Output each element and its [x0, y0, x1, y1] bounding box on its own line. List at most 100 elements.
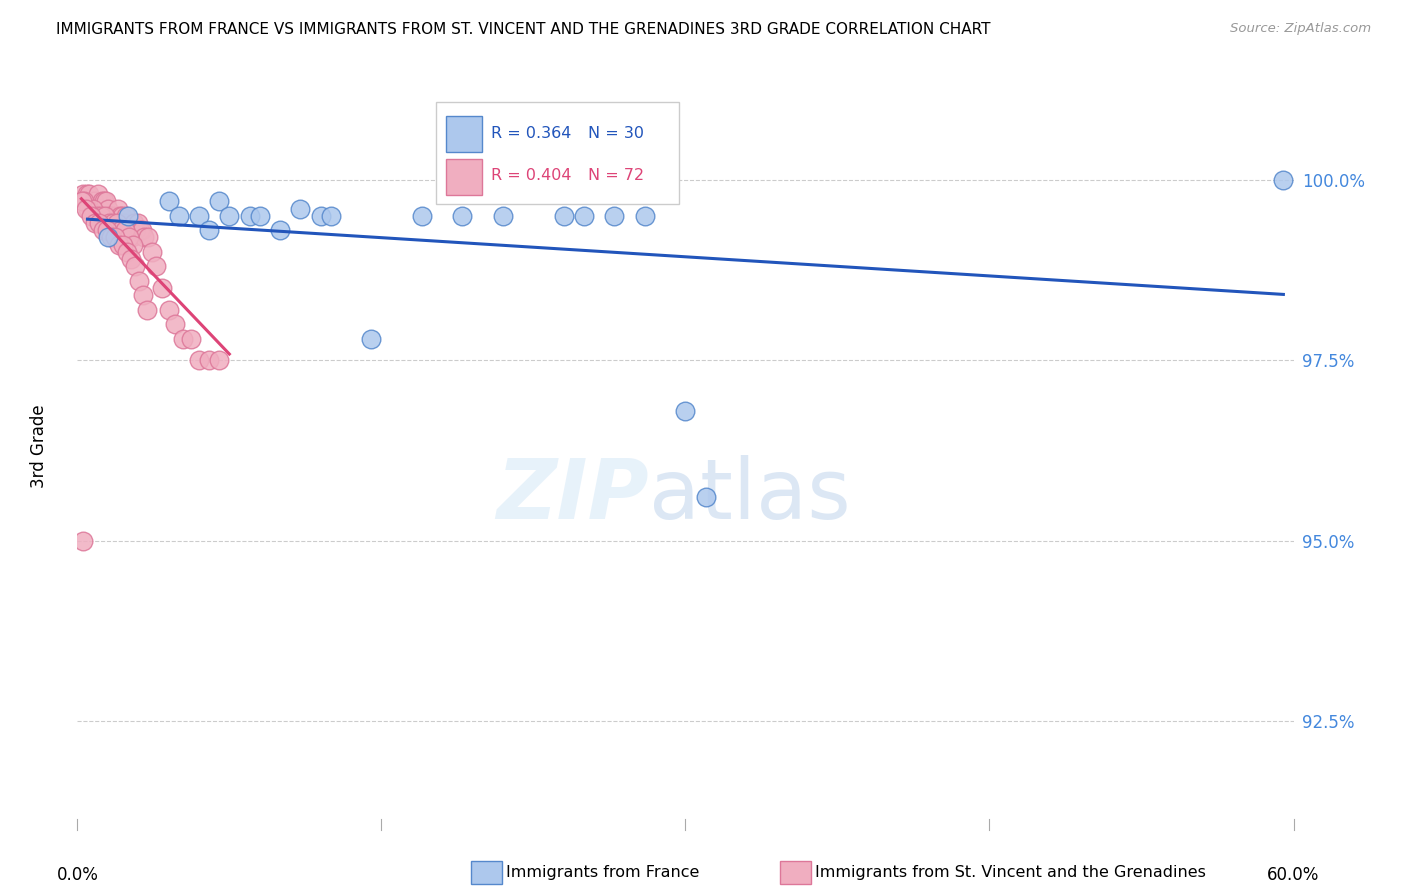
Text: N = 72: N = 72 — [588, 169, 644, 184]
Point — [136, 302, 159, 317]
Point — [239, 209, 262, 223]
Text: R = 0.364: R = 0.364 — [491, 126, 571, 141]
Point — [115, 209, 138, 223]
Point — [152, 281, 174, 295]
Point — [290, 202, 312, 216]
Point — [198, 353, 221, 368]
Point — [111, 209, 134, 223]
Point — [97, 230, 120, 244]
Point — [1272, 172, 1295, 186]
Point — [125, 223, 148, 237]
Point — [86, 209, 108, 223]
Point — [127, 216, 149, 230]
Point — [100, 230, 122, 244]
Point — [141, 244, 163, 259]
Point — [309, 209, 332, 223]
Point — [111, 237, 134, 252]
Text: Immigrants from St. Vincent and the Grenadines: Immigrants from St. Vincent and the Gren… — [815, 865, 1206, 880]
Point — [572, 209, 595, 223]
Point — [118, 230, 141, 244]
Point — [93, 194, 115, 209]
Point — [208, 353, 231, 368]
Point — [198, 223, 221, 237]
Point — [108, 209, 131, 223]
Point — [107, 202, 129, 216]
Point — [492, 209, 515, 223]
Text: Source: ZipAtlas.com: Source: ZipAtlas.com — [1230, 22, 1371, 36]
Point — [188, 209, 211, 223]
Point — [72, 187, 94, 202]
Point — [104, 209, 127, 223]
Point — [157, 302, 180, 317]
Point — [675, 403, 697, 417]
Text: Immigrants from France: Immigrants from France — [506, 865, 700, 880]
Point — [249, 209, 271, 223]
Point — [634, 209, 657, 223]
Point — [79, 187, 101, 202]
Point — [180, 332, 202, 346]
Point — [129, 223, 152, 237]
Point — [82, 202, 104, 216]
Point — [124, 260, 146, 274]
Point — [79, 209, 101, 223]
FancyBboxPatch shape — [446, 116, 482, 153]
Point — [121, 230, 143, 244]
Point — [83, 194, 105, 209]
Point — [157, 194, 180, 209]
Point — [101, 216, 124, 230]
Point — [84, 209, 107, 223]
Point — [603, 209, 626, 223]
Point — [269, 223, 291, 237]
Point — [86, 187, 108, 202]
Text: IMMIGRANTS FROM FRANCE VS IMMIGRANTS FROM ST. VINCENT AND THE GRENADINES 3RD GRA: IMMIGRANTS FROM FRANCE VS IMMIGRANTS FRO… — [56, 22, 991, 37]
Point — [115, 244, 138, 259]
Point — [93, 209, 115, 223]
Point — [72, 194, 94, 209]
Point — [122, 216, 145, 230]
Point — [145, 260, 167, 274]
Point — [112, 216, 135, 230]
Point — [94, 194, 117, 209]
Point — [108, 237, 131, 252]
Point — [136, 230, 159, 244]
Point — [319, 209, 342, 223]
Text: 60.0%: 60.0% — [1267, 865, 1320, 884]
Point — [131, 223, 153, 237]
Text: atlas: atlas — [650, 456, 851, 536]
Point — [104, 230, 127, 244]
Point — [90, 194, 112, 209]
Point — [114, 223, 136, 237]
Point — [167, 209, 190, 223]
FancyBboxPatch shape — [436, 102, 679, 204]
Point — [122, 237, 145, 252]
Point — [218, 209, 240, 223]
Point — [90, 209, 112, 223]
Point — [75, 194, 97, 209]
Point — [89, 202, 111, 216]
Point — [103, 216, 125, 230]
Point — [553, 209, 575, 223]
Point — [72, 533, 94, 548]
Point — [188, 353, 211, 368]
Point — [117, 223, 139, 237]
FancyBboxPatch shape — [446, 159, 482, 195]
Point — [80, 202, 103, 216]
Point — [96, 223, 118, 237]
Point — [451, 209, 474, 223]
Point — [87, 216, 110, 230]
Point — [132, 288, 155, 302]
Point — [83, 216, 105, 230]
Text: ZIP: ZIP — [496, 456, 650, 536]
Point — [105, 216, 128, 230]
Point — [695, 491, 717, 505]
Point — [76, 187, 98, 202]
Point — [360, 332, 382, 346]
Point — [98, 209, 121, 223]
Text: 3rd Grade: 3rd Grade — [31, 404, 48, 488]
Point — [134, 230, 156, 244]
Point — [73, 194, 96, 209]
Point — [128, 274, 150, 288]
Point — [120, 252, 142, 266]
Text: 0.0%: 0.0% — [56, 865, 98, 884]
Text: N = 30: N = 30 — [588, 126, 644, 141]
